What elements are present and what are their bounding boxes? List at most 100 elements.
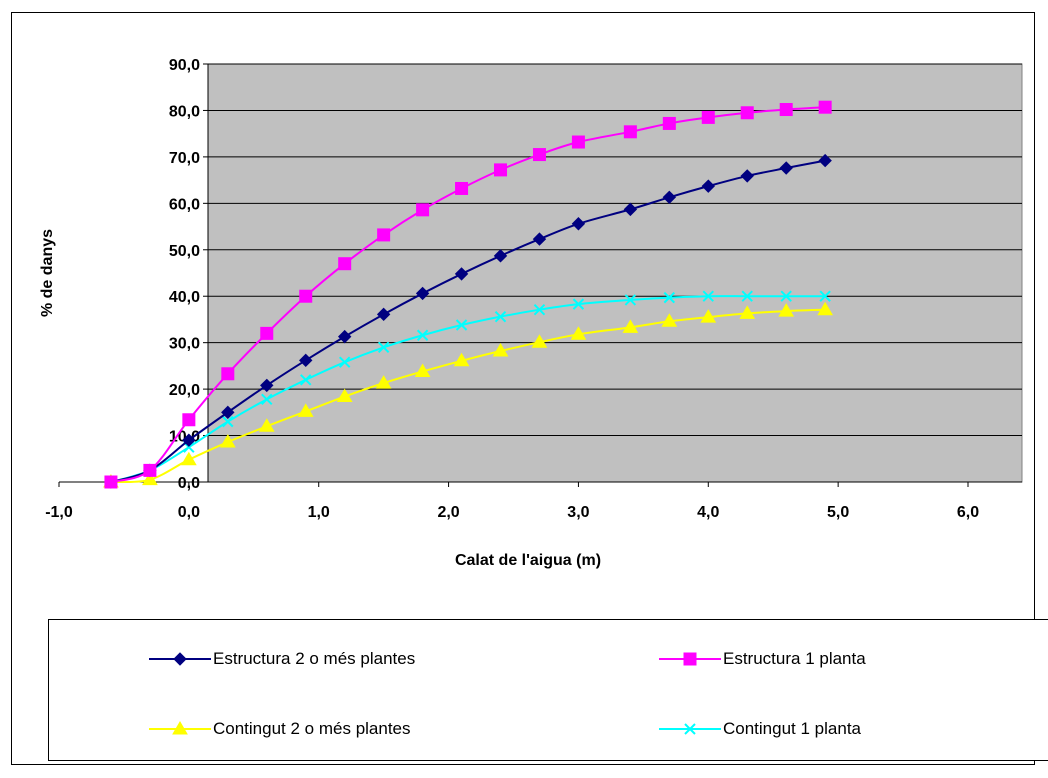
data-point-contingut-2-o-m-s-plantes [297, 403, 314, 417]
data-point-contingut-2-o-m-s-plantes [531, 334, 548, 348]
plot-area [207, 63, 1023, 483]
data-point-contingut-2-o-m-s-plantes [219, 434, 236, 448]
data-point-contingut-2-o-m-s-plantes [414, 363, 431, 377]
data-point-estructura-1-planta [455, 181, 469, 195]
data-point-estructura-1-planta [260, 326, 274, 340]
data-point-contingut-1-planta [338, 356, 351, 368]
data-point-contingut-1-planta [533, 303, 546, 316]
data-point-estructura-2-o-m-s-plantes [818, 153, 832, 168]
legend-swatch [149, 652, 211, 666]
data-point-estructura-1-planta [623, 125, 637, 139]
data-point-estructura-1-planta [740, 106, 754, 120]
data-point-estructura-2-o-m-s-plantes [740, 169, 754, 183]
data-point-contingut-2-o-m-s-plantes [622, 319, 639, 333]
legend-marker [173, 652, 187, 666]
data-point-estructura-1-planta [701, 110, 715, 124]
data-point-estructura-1-planta [818, 100, 832, 114]
data-point-estructura-2-o-m-s-plantes [337, 329, 352, 344]
data-point-estructura-1-planta [182, 413, 196, 427]
data-point-estructura-2-o-m-s-plantes [260, 378, 274, 393]
line-chart: 0,010,020,030,040,050,060,070,080,090,0-… [39, 57, 1023, 569]
data-point-contingut-2-o-m-s-plantes [453, 352, 470, 367]
data-point-estructura-1-planta [416, 203, 430, 217]
data-point-estructura-2-o-m-s-plantes [623, 202, 638, 217]
y-axis-title: % de danys [39, 229, 56, 317]
legend-item-contingut-1-planta: Contingut 1 planta [659, 717, 861, 741]
chart-frame: 0,0 10,0 20,0 30,0 40,0 50,0 60,0 70,0 80,0 90,0-… [11, 12, 1048, 765]
data-point-contingut-1-planta [741, 290, 753, 302]
data-point-contingut-2-o-m-s-plantes [700, 309, 717, 323]
legend-label: Estructura 2 o més plantes [213, 649, 416, 668]
data-point-estructura-2-o-m-s-plantes [701, 179, 715, 193]
data-point-contingut-2-o-m-s-plantes [375, 375, 392, 389]
data-point-contingut-1-planta [780, 290, 792, 302]
x-axis-title: Calat de l'aigua (m) [455, 552, 601, 569]
data-point-contingut-1-planta [300, 374, 312, 386]
data-point-contingut-1-planta [455, 319, 468, 331]
x-tick-label: 2,0 [437, 504, 459, 521]
legend: Estructura 2 o més plantes Estructura 1 p… [48, 619, 1048, 761]
x-tick-label: 1,0 [308, 504, 330, 521]
legend-marker [683, 652, 697, 666]
data-point-contingut-1-planta [702, 290, 714, 302]
data-point-contingut-1-planta [663, 291, 676, 304]
x-tick-label: -1,0 [45, 504, 73, 521]
data-point-estructura-1-planta [532, 148, 546, 162]
data-point-contingut-1-planta [494, 310, 507, 323]
data-point-estructura-1-planta [494, 163, 508, 177]
data-point-contingut-2-o-m-s-plantes [492, 343, 509, 357]
legend-swatch [659, 652, 721, 666]
legend-marker [684, 723, 696, 735]
y-tick-label: 30,0 [169, 336, 200, 353]
legend-item-contingut-2-o-m-s-plantes: Contingut 2 o més plantes [149, 717, 411, 741]
data-point-estructura-1-planta [662, 116, 676, 130]
data-point-estructura-2-o-m-s-plantes [182, 433, 196, 447]
legend-label: Estructura 1 planta [723, 649, 866, 668]
y-tick-label: 70,0 [169, 150, 200, 167]
x-tick-label: 6,0 [957, 504, 979, 521]
data-point-contingut-1-planta [222, 415, 234, 428]
data-point-contingut-1-planta [624, 294, 637, 306]
data-point-contingut-2-o-m-s-plantes [778, 303, 795, 317]
y-tick-label: 60,0 [169, 196, 200, 213]
x-tick-label: 3,0 [567, 504, 589, 521]
legend-marker [172, 721, 188, 735]
legend-label: Contingut 2 o més plantes [213, 719, 411, 738]
data-point-estructura-1-planta [143, 463, 157, 477]
y-tick-label: 80,0 [169, 103, 200, 120]
data-point-contingut-1-planta [572, 298, 585, 310]
data-point-estructura-1-planta [571, 135, 585, 149]
data-point-estructura-1-planta [221, 367, 235, 381]
data-point-estructura-2-o-m-s-plantes [571, 217, 586, 231]
legend-label: Contingut 1 planta [723, 719, 861, 738]
data-point-estructura-2-o-m-s-plantes [415, 286, 430, 301]
data-point-estructura-2-o-m-s-plantes [376, 307, 391, 322]
data-point-estructura-2-o-m-s-plantes [532, 232, 547, 246]
legend-item-estructura-1-planta: Estructura 1 planta [659, 647, 866, 671]
data-point-contingut-1-planta [819, 290, 831, 302]
data-point-estructura-1-planta [779, 103, 793, 117]
data-point-contingut-2-o-m-s-plantes [142, 471, 158, 486]
data-point-contingut-1-planta [377, 341, 390, 354]
y-tick-label: 90,0 [169, 57, 200, 74]
data-point-estructura-2-o-m-s-plantes [454, 267, 469, 281]
data-point-estructura-2-o-m-s-plantes [493, 249, 508, 263]
data-point-contingut-2-o-m-s-plantes [570, 326, 587, 340]
x-tick-label: 0,0 [178, 504, 200, 521]
data-point-estructura-2-o-m-s-plantes [299, 353, 313, 368]
data-point-contingut-2-o-m-s-plantes [739, 305, 756, 319]
legend-item-estructura-2-o-m-s-plantes: Estructura 2 o més plantes [149, 647, 415, 671]
data-point-contingut-1-planta [416, 329, 429, 341]
x-tick-label: 5,0 [827, 504, 849, 521]
y-tick-label: 20,0 [169, 382, 200, 399]
x-tick-label: 4,0 [697, 504, 719, 521]
data-point-contingut-2-o-m-s-plantes [180, 451, 197, 466]
data-point-estructura-2-o-m-s-plantes [221, 405, 235, 420]
data-point-estructura-1-planta [299, 289, 313, 303]
legend-swatch [149, 721, 211, 735]
data-point-contingut-2-o-m-s-plantes [258, 418, 275, 432]
data-point-contingut-1-planta [261, 393, 273, 406]
data-point-contingut-2-o-m-s-plantes [336, 388, 353, 403]
data-point-contingut-2-o-m-s-plantes [661, 313, 678, 327]
data-point-estructura-2-o-m-s-plantes [662, 190, 677, 205]
